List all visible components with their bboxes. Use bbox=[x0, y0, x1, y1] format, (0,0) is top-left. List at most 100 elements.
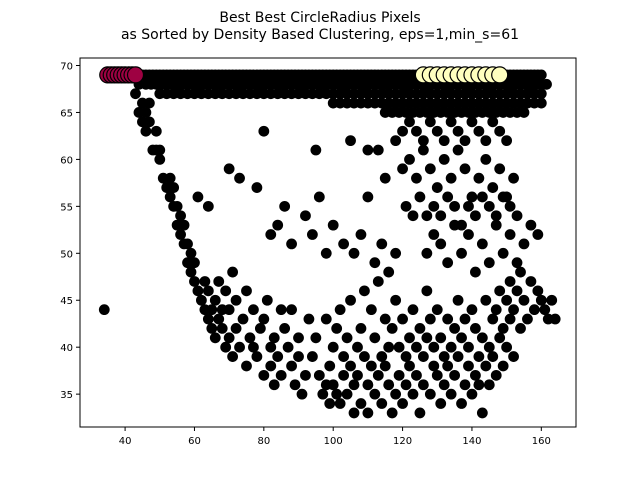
data-point-noise bbox=[431, 182, 443, 193]
data-point-noise bbox=[452, 125, 464, 137]
x-tick-label: 80 bbox=[257, 436, 270, 447]
x-tick-label: 40 bbox=[119, 436, 132, 447]
data-point-noise bbox=[303, 313, 315, 325]
data-point-noise bbox=[355, 229, 367, 240]
chart-subtitle: as Sorted by Density Based Clustering, e… bbox=[121, 27, 519, 43]
data-point-noise bbox=[189, 257, 200, 269]
data-point-noise bbox=[435, 238, 447, 250]
data-point-noise bbox=[279, 323, 291, 334]
data-point-noise bbox=[251, 182, 263, 193]
data-point-noise bbox=[404, 154, 415, 165]
data-point-noise bbox=[549, 313, 561, 325]
data-point-noise bbox=[189, 276, 200, 287]
data-point-noise bbox=[459, 379, 471, 391]
data-point-noise bbox=[386, 407, 398, 419]
data-point-noise bbox=[522, 313, 533, 325]
data-point-noise bbox=[511, 210, 523, 222]
data-point-noise bbox=[397, 313, 408, 325]
data-point-noise bbox=[452, 294, 464, 306]
data-point-noise bbox=[463, 341, 474, 353]
data-point-noise bbox=[334, 304, 346, 316]
data-point-noise bbox=[98, 304, 110, 316]
data-point-noise bbox=[175, 229, 186, 240]
data-point-noise bbox=[421, 210, 433, 222]
data-point-noise bbox=[504, 313, 516, 325]
data-point-noise bbox=[445, 388, 457, 400]
data-point-noise bbox=[411, 125, 422, 137]
data-point-noise bbox=[362, 407, 374, 419]
data-point-noise bbox=[202, 313, 214, 325]
data-point-noise bbox=[216, 323, 228, 334]
data-point-noise bbox=[480, 294, 492, 306]
data-point-noise bbox=[518, 107, 530, 118]
data-point-noise bbox=[463, 229, 474, 240]
chart-title: Best Best CircleRadius Pixels bbox=[219, 10, 420, 26]
data-point-noise bbox=[310, 332, 322, 344]
x-tick-label: 140 bbox=[462, 436, 481, 447]
x-tick-label: 120 bbox=[393, 436, 412, 447]
data-point-noise bbox=[130, 88, 141, 100]
data-point-noise bbox=[369, 332, 381, 344]
data-point-noise bbox=[272, 351, 284, 362]
data-point-noise bbox=[202, 200, 214, 212]
data-point-noise bbox=[234, 172, 245, 184]
data-point-noise bbox=[372, 369, 384, 381]
data-point-noise bbox=[438, 379, 450, 391]
data-point-noise bbox=[525, 219, 537, 231]
data-point-noise bbox=[528, 304, 540, 316]
y-tick-label: 50 bbox=[60, 249, 73, 260]
data-point-noise bbox=[438, 135, 450, 147]
data-point-noise bbox=[237, 313, 249, 325]
data-point-noise bbox=[535, 294, 547, 306]
data-point-noise bbox=[258, 125, 270, 137]
data-point-noise bbox=[438, 351, 450, 362]
data-point-noise bbox=[300, 369, 311, 381]
data-point-noise bbox=[483, 379, 495, 391]
data-point-noise bbox=[352, 341, 363, 353]
data-point-noise bbox=[338, 238, 350, 250]
data-point-noise bbox=[518, 294, 530, 306]
data-point-noise bbox=[140, 107, 152, 118]
data-point-noise bbox=[456, 247, 467, 259]
data-point-noise bbox=[476, 332, 488, 344]
data-point-noise bbox=[258, 313, 270, 325]
data-point-noise bbox=[511, 257, 523, 269]
data-point-noise bbox=[404, 360, 415, 372]
data-point-noise bbox=[175, 210, 186, 222]
data-point-noise bbox=[376, 398, 388, 409]
data-point-noise bbox=[539, 304, 551, 316]
data-point-noise bbox=[483, 200, 495, 212]
data-point-noise bbox=[456, 332, 467, 344]
data-point-noise bbox=[379, 313, 391, 325]
data-point-cluster_a bbox=[126, 66, 145, 84]
data-point-noise bbox=[334, 398, 346, 409]
data-point-noise bbox=[532, 285, 544, 297]
data-point-noise bbox=[178, 219, 190, 231]
data-point-noise bbox=[345, 360, 356, 372]
data-point-noise bbox=[424, 116, 436, 128]
data-point-noise bbox=[265, 341, 277, 353]
data-point-noise bbox=[508, 351, 519, 362]
data-point-noise bbox=[300, 210, 311, 222]
data-point-noise bbox=[355, 398, 367, 409]
x-tick-label: 160 bbox=[532, 436, 551, 447]
data-point-noise bbox=[490, 369, 502, 381]
data-point-noise bbox=[331, 323, 343, 334]
data-point-noise bbox=[480, 154, 492, 165]
data-point-noise bbox=[497, 191, 509, 203]
data-point-noise bbox=[202, 285, 214, 297]
data-point-noise bbox=[428, 229, 440, 240]
data-point-noise bbox=[223, 163, 235, 175]
data-point-noise bbox=[411, 172, 422, 184]
data-point-noise bbox=[494, 285, 506, 297]
data-point-noise bbox=[376, 238, 388, 250]
data-point-noise bbox=[431, 369, 443, 381]
data-point-noise bbox=[241, 360, 252, 372]
data-point-noise bbox=[365, 360, 377, 372]
data-point-noise bbox=[424, 313, 436, 325]
data-point-noise bbox=[195, 294, 207, 306]
data-point-noise bbox=[341, 332, 353, 344]
data-point-noise bbox=[407, 388, 419, 400]
data-point-noise bbox=[452, 351, 464, 362]
data-point-noise bbox=[286, 238, 297, 250]
